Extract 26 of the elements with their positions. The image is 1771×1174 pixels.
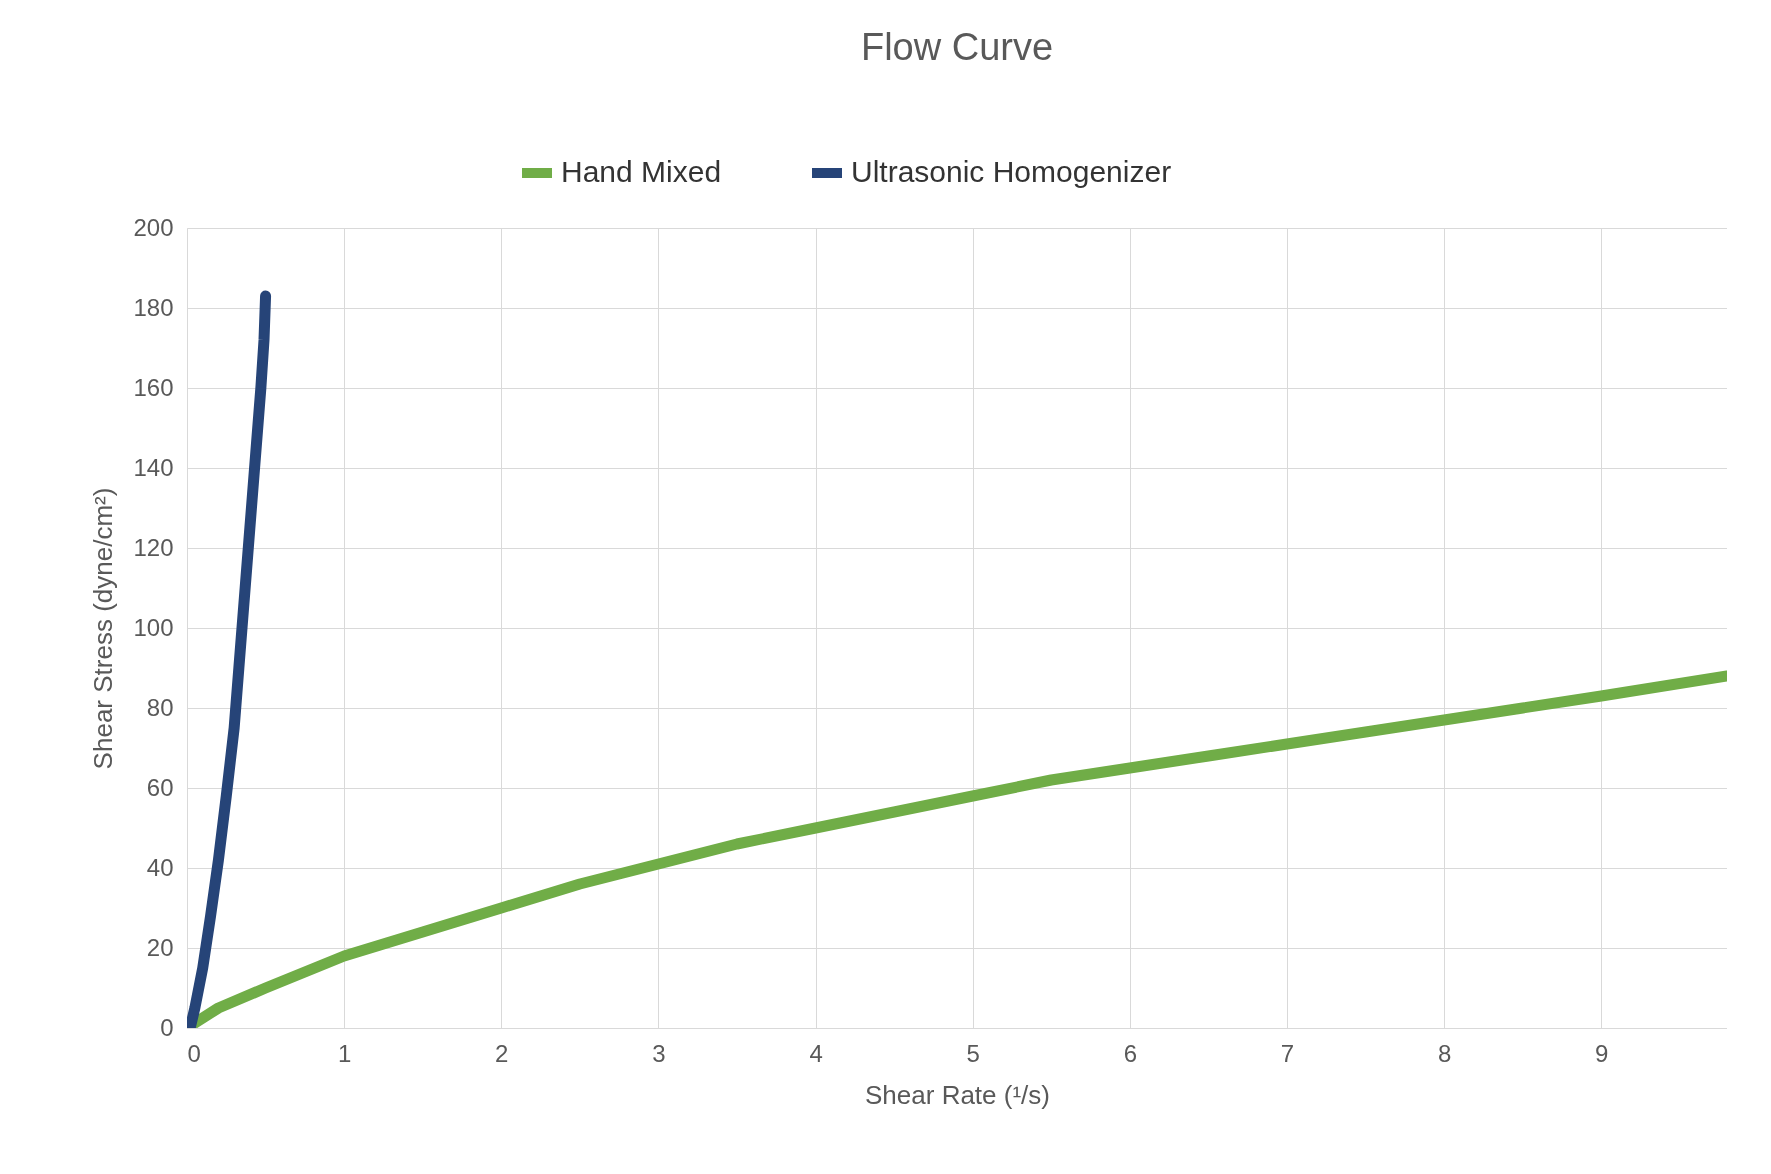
x-tick-label: 6 xyxy=(1123,1039,1138,1067)
x-axis-title: Shear Rate (¹/s) xyxy=(865,1079,1050,1110)
y-tick-label: 160 xyxy=(133,373,174,401)
legend-label: Ultrasonic Homogenizer xyxy=(851,155,1172,188)
y-axis-title: Shear Stress (dyne/cm²) xyxy=(88,487,119,770)
x-tick-label: 5 xyxy=(966,1039,980,1067)
x-tick-label: 8 xyxy=(1437,1039,1452,1067)
x-tick-label: 2 xyxy=(495,1039,509,1067)
legend-label: Hand Mixed xyxy=(561,155,722,188)
y-tick-label: 140 xyxy=(133,453,174,481)
x-tick-label: 3 xyxy=(652,1039,666,1067)
x-tick-label: 9 xyxy=(1595,1039,1609,1067)
y-tick-label: 120 xyxy=(133,533,174,561)
y-tick-label: 80 xyxy=(146,693,174,721)
y-tick-label: 0 xyxy=(160,1013,174,1041)
y-tick-label: 40 xyxy=(146,853,174,881)
y-tick-label: 20 xyxy=(146,933,174,961)
y-tick-label: 180 xyxy=(133,293,174,321)
x-tick-label: 1 xyxy=(337,1039,352,1067)
x-tick-label: 4 xyxy=(809,1039,823,1067)
y-tick-label: 60 xyxy=(146,773,174,801)
y-tick-label: 200 xyxy=(133,213,174,241)
x-tick-label: 0 xyxy=(187,1039,201,1067)
x-tick-label: 7 xyxy=(1280,1039,1295,1067)
y-tick-label: 100 xyxy=(133,613,174,641)
chart-title: Flow Curve xyxy=(860,26,1054,68)
